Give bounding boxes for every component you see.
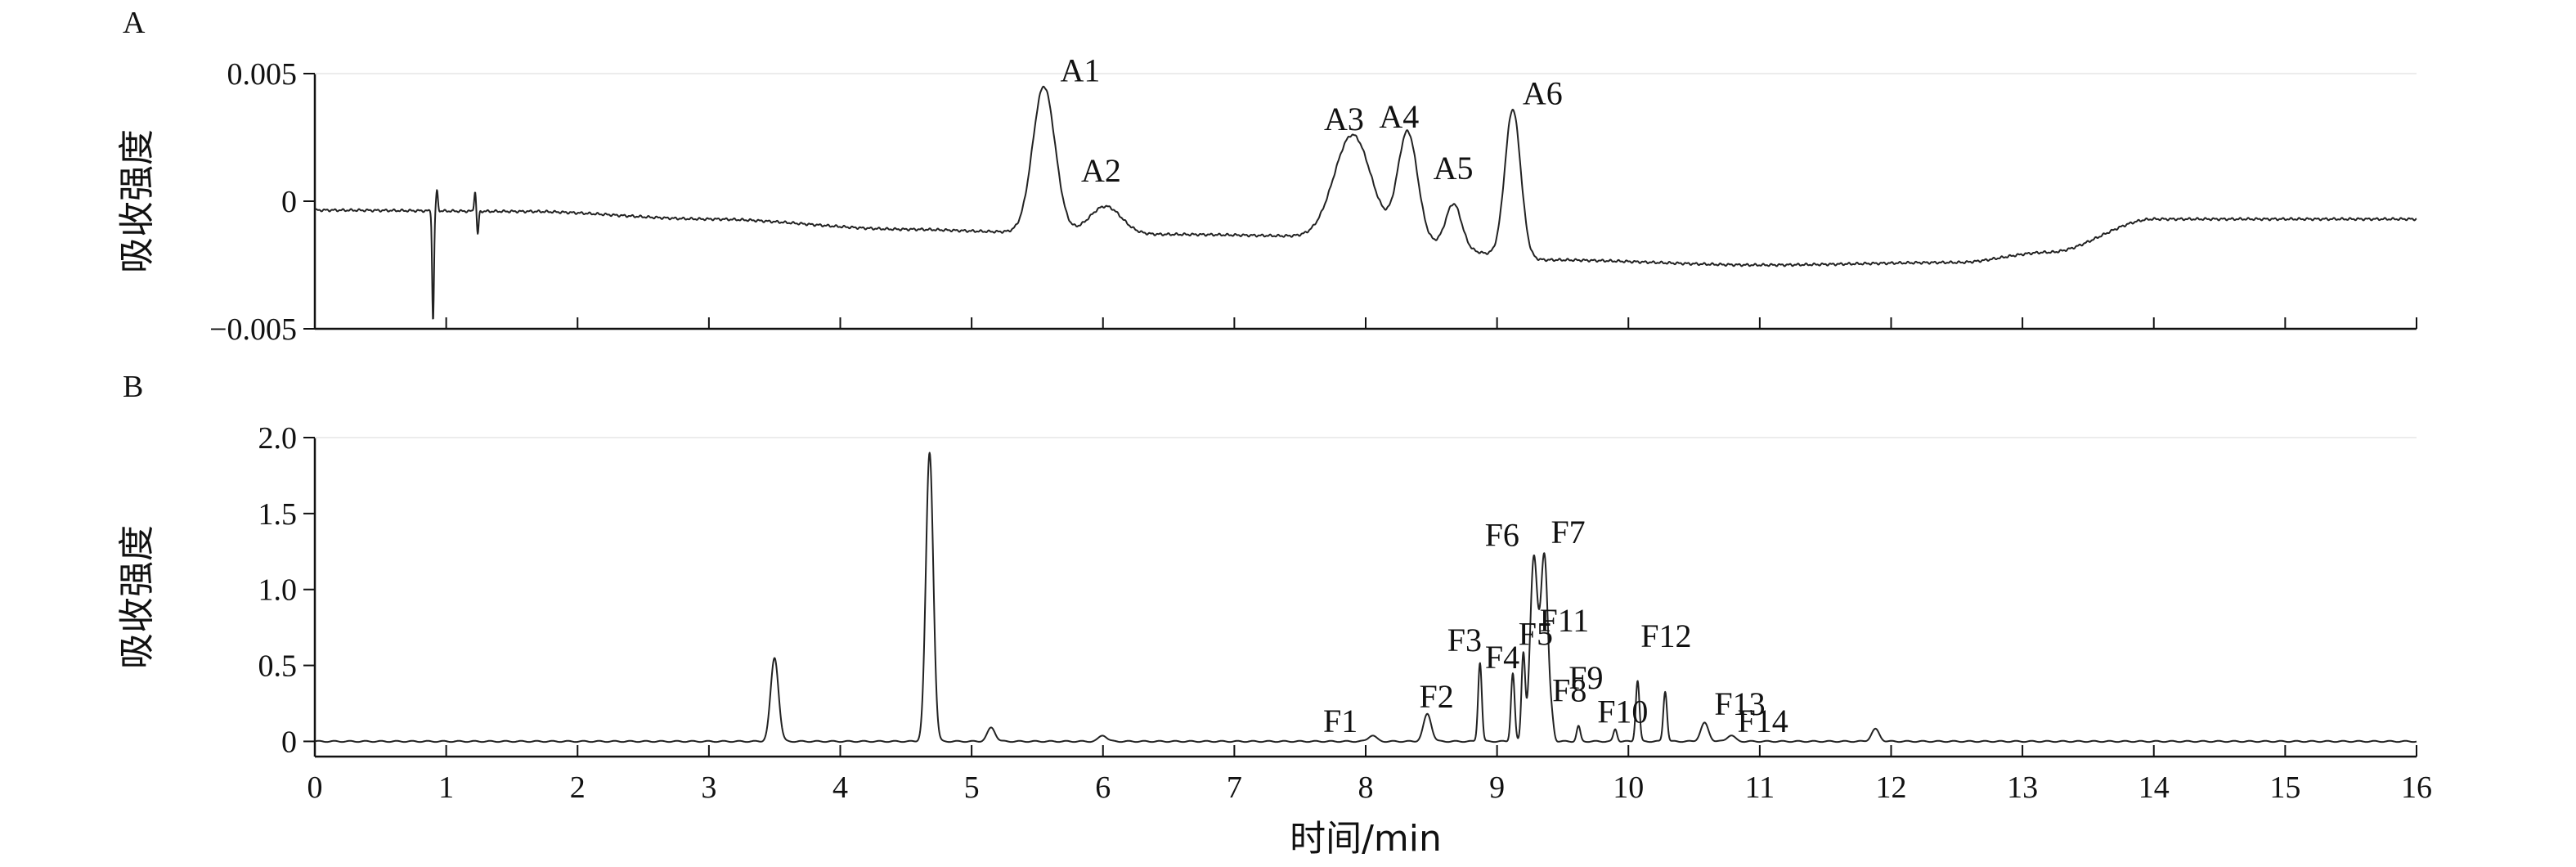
- panel-b: 2.01.51.00.500 1 2 3 4 5 6 7 8 9 10 11 12 13 14 15 16B吸收…: [116, 370, 2432, 805]
- x-tick-label: 8: [1358, 770, 1374, 805]
- x-tick-label: 13: [2007, 770, 2038, 805]
- x-tick-label: 3: [701, 770, 716, 805]
- x-tick-label: 12: [1876, 770, 1907, 805]
- x-axis-title: 时间/min: [1290, 818, 1442, 860]
- x-tick-label: 11: [1745, 770, 1775, 805]
- chromatogram-trace: [314, 451, 2417, 743]
- panel-a: 0.005 0 −0.005 A 吸收强度 A1 A2 A3 A4 A5 A6: [116, 6, 2417, 347]
- y-axis-title: 吸收强度: [116, 129, 158, 273]
- x-tick-label: 7: [1227, 770, 1242, 805]
- peak-label-f9: F9: [1568, 659, 1603, 696]
- y-tick-label: 1.5: [258, 497, 298, 532]
- x-tick-label: 5: [964, 770, 980, 805]
- peak-label-f5: F5: [1519, 616, 1553, 653]
- panel-letter: A: [123, 6, 146, 40]
- peak-label-f3: F3: [1447, 622, 1482, 658]
- x-tick-label: 6: [1095, 770, 1111, 805]
- peak-label-f12: F12: [1640, 618, 1691, 654]
- peak-label-a4: A4: [1379, 98, 1419, 135]
- y-tick-label: −0.005: [209, 312, 297, 347]
- y-tick-label: 0.005: [227, 57, 298, 92]
- peak-label-f10: F10: [1597, 694, 1648, 730]
- chromatogram-trace: [314, 85, 2417, 320]
- x-tick-label: 16: [2401, 770, 2432, 805]
- x-tick-label: 14: [2138, 770, 2170, 805]
- peak-label-f8: F8: [1552, 672, 1586, 709]
- peak-label-f13: F13: [1714, 685, 1765, 722]
- y-tick-label: 0: [281, 725, 297, 759]
- x-tick-label: 10: [1613, 770, 1644, 805]
- peak-label-a1: A1: [1060, 52, 1100, 89]
- x-tick-label: 0: [307, 770, 323, 805]
- y-tick-label: 0: [281, 185, 297, 219]
- y-tick-label: 0.5: [258, 649, 298, 684]
- x-tick-label: 4: [832, 770, 848, 805]
- y-tick-label: 2.0: [258, 421, 298, 456]
- x-tick-label: 1: [438, 770, 454, 805]
- peak-label-f6: F6: [1485, 517, 1519, 554]
- peak-label-a5: A5: [1434, 150, 1474, 186]
- x-tick-label: 9: [1489, 770, 1505, 805]
- peak-label-a3: A3: [1324, 101, 1364, 137]
- peak-label-f4: F4: [1485, 639, 1519, 676]
- peak-label-a6: A6: [1523, 75, 1563, 112]
- peak-label-f2: F2: [1419, 678, 1453, 715]
- x-tick-label: 15: [2269, 770, 2300, 805]
- peak-label-f14: F14: [1738, 703, 1788, 739]
- peak-label-a2: A2: [1081, 152, 1121, 189]
- peak-label-f11: F11: [1539, 602, 1589, 639]
- y-tick-label: 1.0: [258, 573, 298, 608]
- peak-label-f7: F7: [1551, 514, 1585, 550]
- peak-label-f1: F1: [1323, 703, 1358, 739]
- panel-letter: B: [123, 370, 143, 404]
- x-tick-label: 2: [570, 770, 586, 805]
- y-axis-title: 吸收强度: [116, 525, 158, 669]
